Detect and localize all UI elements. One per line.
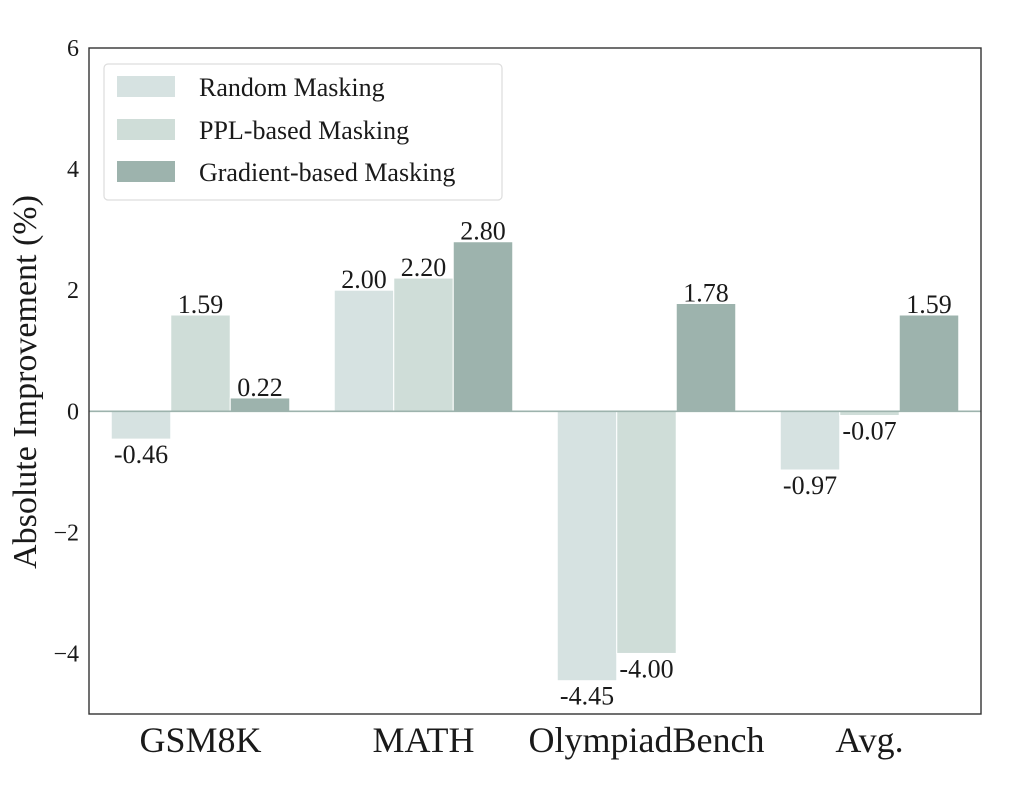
- data-label-avg-random-masking: -0.97: [783, 471, 837, 500]
- data-label-gsm8k-random-masking: -0.46: [114, 440, 168, 469]
- data-label-math-gradient-based-masking: 2.80: [460, 217, 506, 246]
- data-labels: -0.46 1.59 0.22 2.00 2.20 2.80 -4.45-4.00 1.78 -…: [114, 217, 952, 711]
- y-tick-label: 0: [67, 399, 79, 425]
- bar-olympiadbench-ppl-based-masking: [616, 410, 677, 654]
- legend-label-gradient-based-masking: Gradient-based Masking: [199, 158, 455, 187]
- bar-math-gradient-based-masking: [452, 241, 514, 412]
- bar-olympiadbench-gradient-based-masking: [675, 303, 737, 412]
- x-category-gsm8k: GSM8K: [139, 720, 261, 760]
- y-axis-ticks: −4 −2 0 2 4 6: [53, 36, 79, 667]
- data-label-olympiadbench-random-masking: -4.45: [560, 682, 614, 711]
- y-tick-label: −2: [53, 520, 79, 546]
- bar-avg-gradient-based-masking: [898, 314, 960, 412]
- legend-swatch-ppl-based-masking: [117, 119, 175, 140]
- bar-math-ppl-based-masking: [393, 277, 454, 412]
- data-label-avg-ppl-based-masking: -0.07: [842, 417, 896, 446]
- x-category-avg: Avg.: [835, 720, 903, 760]
- bar-gsm8k-ppl-based-masking: [170, 314, 231, 412]
- bar-math-random-masking: [333, 289, 395, 412]
- legend-label-ppl-based-masking: PPL-based Masking: [199, 116, 409, 145]
- bar-gsm8k-random-masking: [110, 410, 172, 440]
- y-tick-label: 6: [67, 36, 79, 62]
- data-label-math-ppl-based-masking: 2.20: [401, 253, 447, 282]
- legend-box: [103, 63, 503, 201]
- y-tick-label: 2: [67, 278, 79, 304]
- y-tick-label: −4: [53, 641, 79, 667]
- y-tick-label: 4: [67, 157, 79, 183]
- data-label-math-random-masking: 2.00: [341, 265, 387, 294]
- x-axis-categories: GSM8K MATH OlympiadBench Avg.: [139, 720, 903, 760]
- plot-frame: [88, 47, 982, 715]
- data-label-avg-gradient-based-masking: 1.59: [906, 290, 952, 319]
- legend-swatch-random-masking: [117, 76, 175, 97]
- data-label-olympiadbench-ppl-based-masking: -4.00: [619, 654, 673, 683]
- bars-layer: [110, 241, 960, 682]
- legend-swatch-gradient-based-masking: [117, 161, 175, 182]
- y-axis-label: Absolute Improvement (%): [7, 195, 44, 569]
- legend: Random Masking PPL-based Masking Gradien…: [103, 63, 503, 201]
- data-label-gsm8k-gradient-based-masking: 0.22: [237, 373, 283, 402]
- x-category-olympiadbench: OlympiadBench: [529, 720, 765, 760]
- bar-olympiadbench-random-masking: [556, 410, 618, 682]
- data-label-gsm8k-ppl-based-masking: 1.59: [178, 290, 224, 319]
- data-label-olympiadbench-gradient-based-masking: 1.78: [683, 279, 729, 308]
- x-category-math: MATH: [372, 720, 474, 760]
- bar-avg-random-masking: [779, 410, 841, 471]
- legend-label-random-masking: Random Masking: [199, 73, 385, 102]
